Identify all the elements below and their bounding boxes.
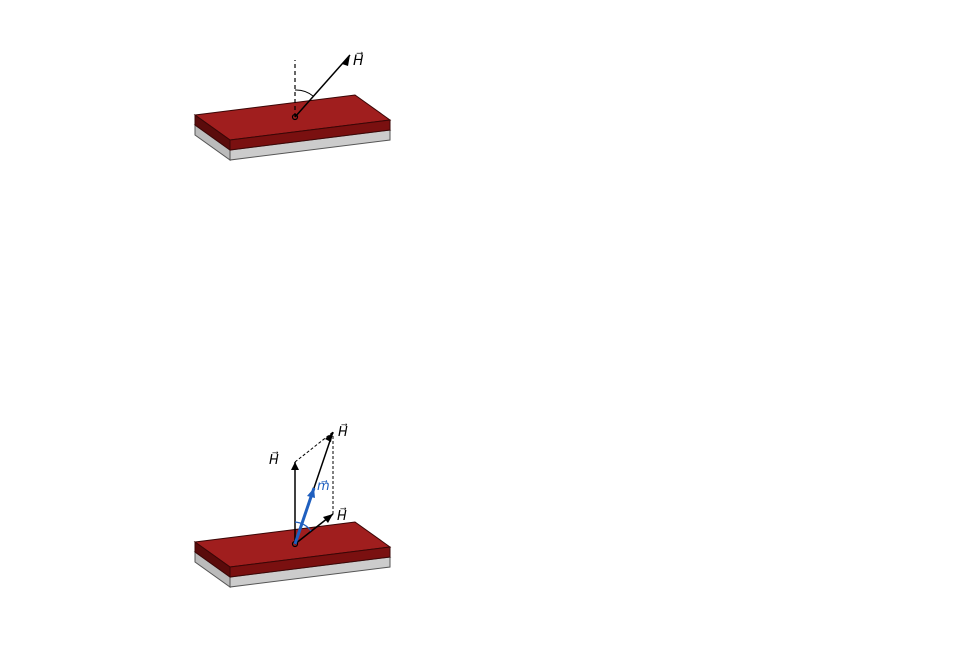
theta-arc	[295, 90, 313, 96]
m-label: m⃗	[317, 478, 330, 493]
h-symbol: H⃗	[353, 51, 364, 68]
panel-e: H⃗ H⃗ m⃗ H⃗	[195, 424, 390, 587]
ha-label: H⃗	[269, 452, 279, 467]
heff-label: H⃗	[338, 424, 348, 439]
figure-root: H⃗	[0, 0, 960, 657]
panel-a: H⃗	[195, 51, 390, 160]
h-label-e: H⃗	[337, 508, 347, 523]
